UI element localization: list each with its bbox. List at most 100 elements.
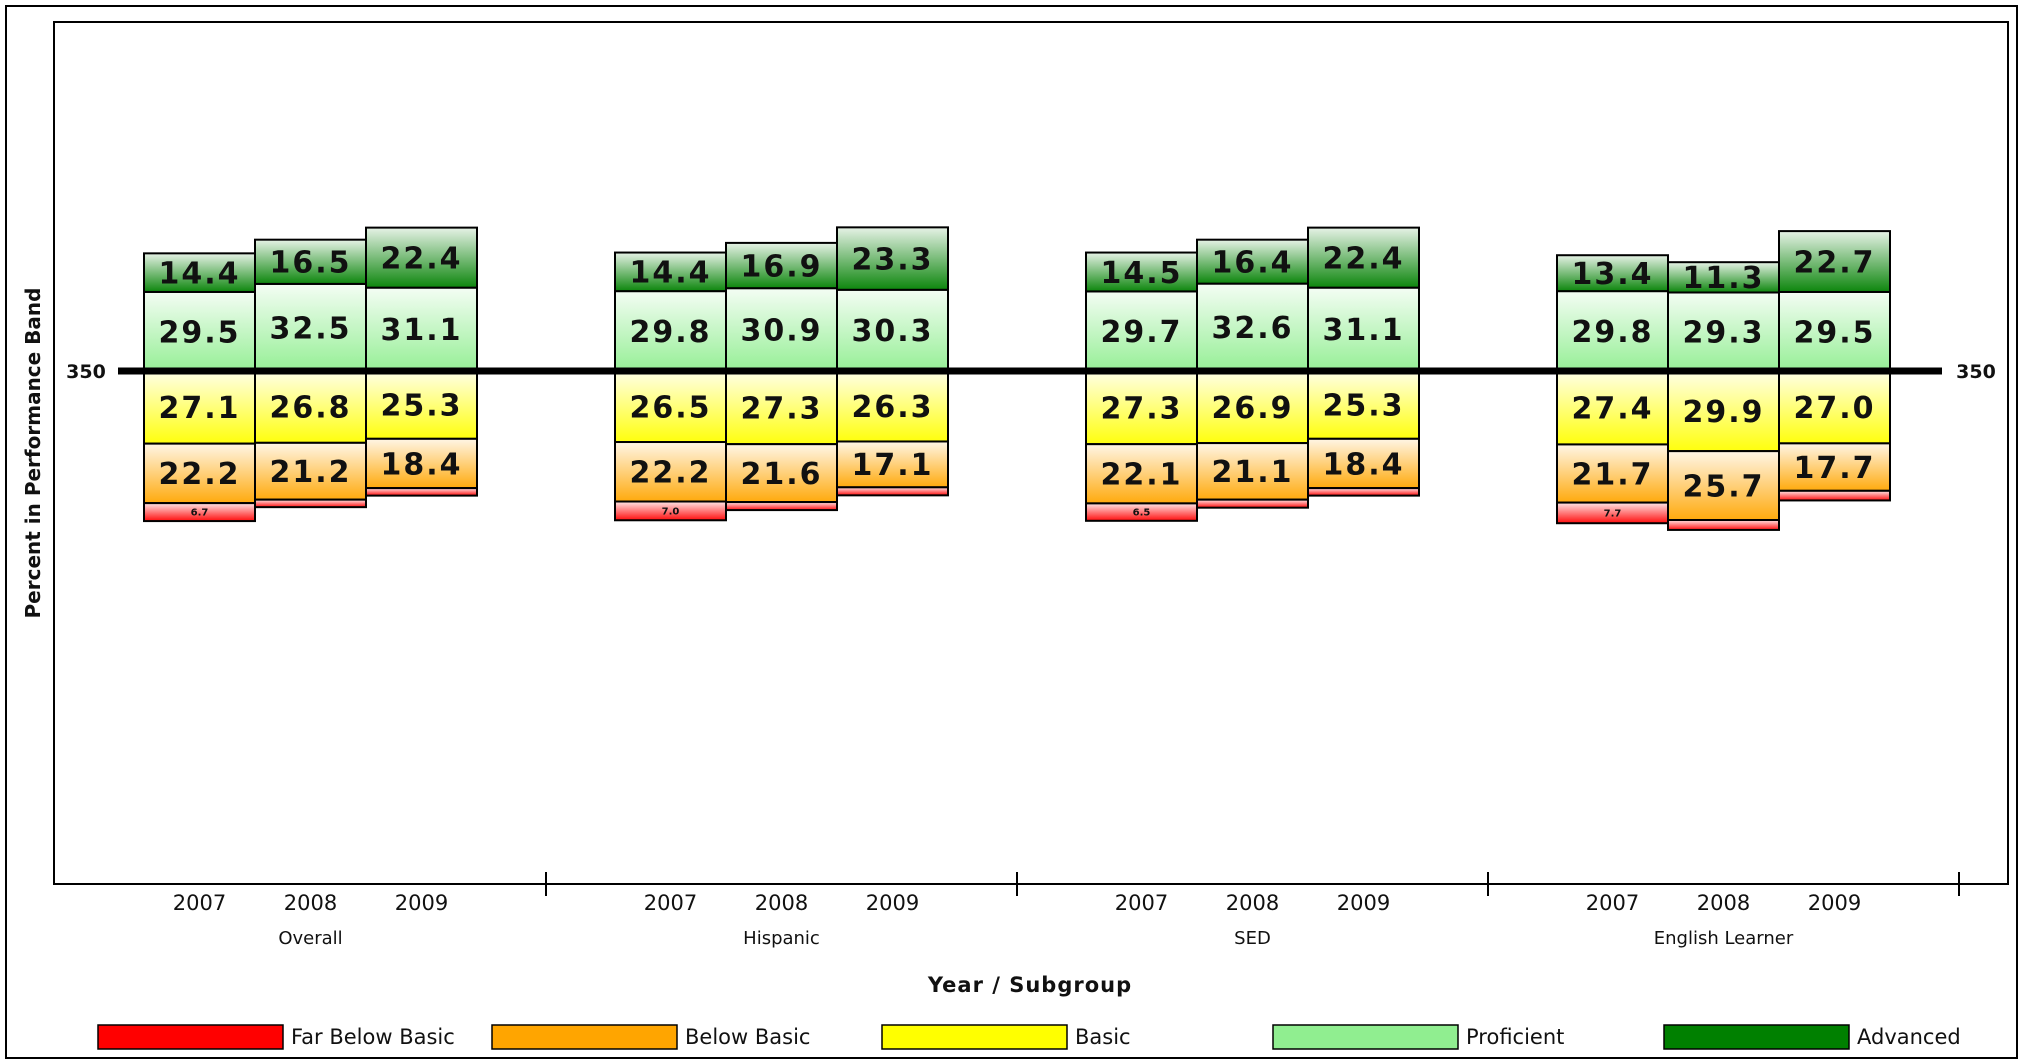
segment-far-below-basic <box>1778 489 1891 502</box>
segment-value-label: 29.5 <box>158 315 240 350</box>
segment-value-label: 16.9 <box>740 249 822 284</box>
segment-value-label: 6.7 <box>191 508 209 519</box>
bar-overall-2008: 26.8 21.2 32.5 16.5 <box>254 238 367 509</box>
segment-below-basic <box>254 441 367 501</box>
segment-basic <box>1556 370 1669 446</box>
segment-advanced <box>1085 251 1198 293</box>
segment-basic <box>1778 370 1891 445</box>
segment-below-basic <box>1196 442 1309 501</box>
x-tick-label: 2008 <box>1697 891 1750 915</box>
plot-area-border <box>53 21 2009 885</box>
legend-swatch <box>97 1024 284 1050</box>
segment-basic <box>725 370 838 446</box>
reference-line-label-right: 350 <box>1956 361 1996 383</box>
segment-value-label: 27.0 <box>1793 391 1875 426</box>
bar-hispanic-2008: 27.3 21.6 30.9 16.9 <box>725 241 838 512</box>
y-axis-title: Percent in Performance Band <box>21 288 45 619</box>
segment-proficient <box>725 287 838 372</box>
segment-basic <box>254 370 367 444</box>
reference-line-layer: 350 350 <box>66 361 1996 383</box>
legend-swatch <box>1663 1024 1850 1050</box>
x-group-label: Overall <box>278 928 342 949</box>
segment-value-label: 14.4 <box>158 256 240 291</box>
bar-english-learner-2009: 27.0 17.7 29.5 22.7 <box>1778 230 1891 502</box>
segment-basic <box>1307 370 1420 440</box>
x-axis: 2007 2008 2009 Overall 2007 2008 2009 Hispanic 2… <box>173 872 1960 949</box>
segment-value-label: 32.5 <box>269 311 351 346</box>
bar-hispanic-2007: 26.5 22.2 7.0 29.8 14.4 <box>614 251 727 522</box>
segment-value-label: 25.3 <box>1322 389 1404 424</box>
segment-value-label: 17.7 <box>1793 451 1875 486</box>
segment-proficient <box>1307 286 1420 373</box>
segment-advanced <box>1556 254 1669 293</box>
segment-value-label: 31.1 <box>1322 313 1404 348</box>
segment-basic <box>1667 370 1780 453</box>
segment-advanced <box>1196 238 1309 285</box>
segment-value-label: 18.4 <box>380 447 462 482</box>
x-group-label: Hispanic <box>743 928 820 949</box>
legend-item-basic: Basic <box>881 1024 1131 1050</box>
segment-below-basic <box>1556 443 1669 504</box>
segment-far-below-basic <box>1196 498 1309 509</box>
x-tick-label: 2009 <box>395 891 448 915</box>
segment-value-label: 16.4 <box>1211 245 1293 280</box>
segment-value-label: 29.3 <box>1682 316 1764 351</box>
segment-value-label: 11.3 <box>1682 261 1764 296</box>
segment-value-label: 29.8 <box>1571 315 1653 350</box>
segment-value-label: 21.6 <box>740 457 822 492</box>
x-tick-label: 2007 <box>173 891 226 915</box>
segment-value-label: 14.4 <box>629 256 711 291</box>
segment-value-label: 14.5 <box>1100 256 1182 291</box>
segment-value-label: 23.3 <box>851 242 933 277</box>
segment-far-below-basic <box>1085 502 1198 522</box>
legend-item-advanced: Advanced <box>1663 1024 1961 1050</box>
x-tick-label: 2008 <box>284 891 337 915</box>
segment-far-below-basic <box>254 498 367 509</box>
outer-border <box>5 5 2018 1059</box>
segment-proficient <box>143 290 256 372</box>
segment-value-label: 21.7 <box>1571 457 1653 492</box>
segment-far-below-basic <box>725 501 838 512</box>
segment-value-label: 26.5 <box>629 390 711 425</box>
bar-english-learner-2008: 29.9 25.7 29.3 11.3 <box>1667 261 1780 531</box>
segment-value-label: 25.3 <box>380 389 462 424</box>
segment-value-label: 30.9 <box>740 313 822 348</box>
legend-label: Far Below Basic <box>291 1025 455 1049</box>
legend-label: Basic <box>1075 1025 1131 1049</box>
segment-value-label: 27.1 <box>158 391 240 426</box>
x-tick-label: 2009 <box>1808 891 1861 915</box>
segment-below-basic <box>1307 437 1420 490</box>
segment-value-label: 22.4 <box>1322 241 1404 276</box>
segment-value-label: 27.4 <box>1571 392 1653 427</box>
legend-label: Below Basic <box>685 1025 810 1049</box>
segment-value-label: 26.8 <box>269 391 351 426</box>
segment-value-label: 27.3 <box>1100 391 1182 426</box>
x-axis-title: Year / Subgroup <box>927 973 1132 997</box>
bars-layer: 27.1 22.2 6.7 29.5 14.4 26.8 21.2 32.5 16.5 25.3 1… <box>143 226 1891 531</box>
bar-overall-2007: 27.1 22.2 6.7 29.5 14.4 <box>143 252 256 523</box>
segment-value-label: 7.7 <box>1604 509 1622 520</box>
legend-label: Advanced <box>1857 1025 1961 1049</box>
segment-value-label: 26.3 <box>851 390 933 425</box>
segment-value-label: 26.9 <box>1211 391 1293 426</box>
segment-below-basic <box>725 443 838 504</box>
segment-advanced <box>143 252 256 293</box>
segment-value-label: 31.1 <box>380 313 462 348</box>
x-tick-label: 2007 <box>1586 891 1639 915</box>
segment-advanced <box>836 226 949 291</box>
legend-item-below-basic: Below Basic <box>491 1024 810 1050</box>
segment-value-label: 21.2 <box>269 455 351 490</box>
legend-label: Proficient <box>1466 1025 1564 1049</box>
bar-overall-2009: 25.3 18.4 31.1 22.4 <box>365 226 478 497</box>
bar-hispanic-2009: 26.3 17.1 30.3 23.3 <box>836 226 949 497</box>
segment-far-below-basic <box>836 486 949 497</box>
x-tick-label: 2009 <box>1337 891 1390 915</box>
segment-value-label: 13.4 <box>1571 257 1653 292</box>
x-tick-label: 2007 <box>1115 891 1168 915</box>
reference-line-label-left: 350 <box>66 361 106 383</box>
segment-value-label: 29.7 <box>1100 315 1182 350</box>
x-tick-label: 2007 <box>644 891 697 915</box>
segment-basic <box>365 370 478 440</box>
x-tick-label: 2009 <box>866 891 919 915</box>
